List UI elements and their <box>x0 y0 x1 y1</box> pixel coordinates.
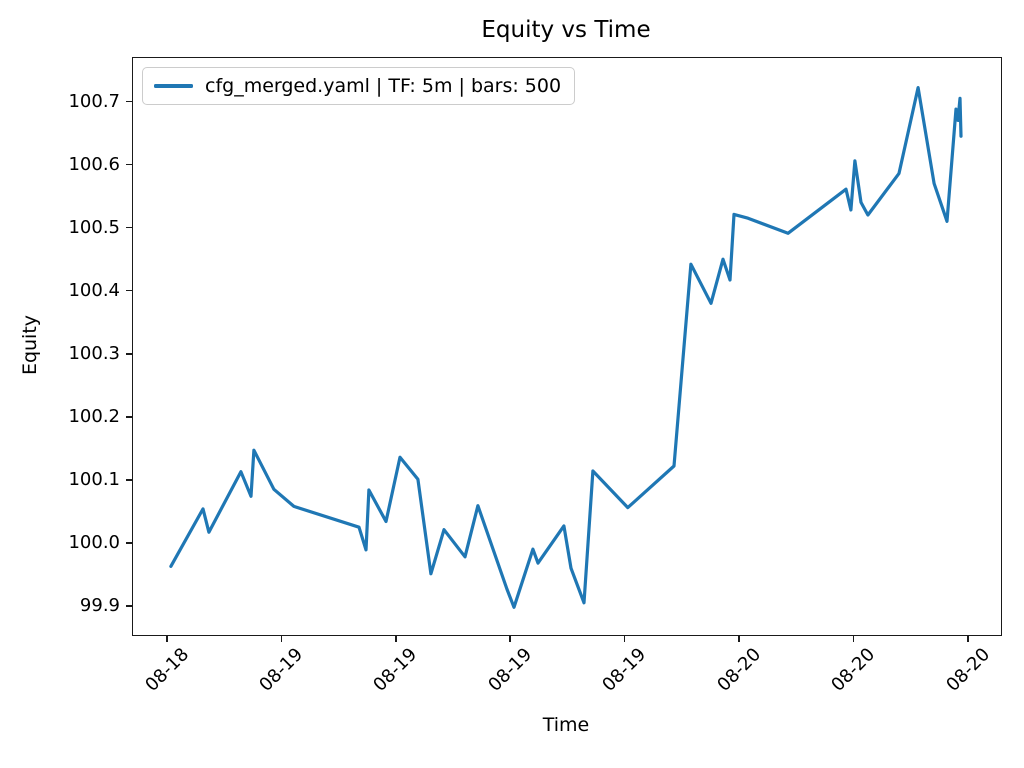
x-tick-mark <box>394 635 397 642</box>
y-tick-label: 100.6 <box>68 153 120 175</box>
y-tick-mark <box>126 605 133 607</box>
y-tick-mark <box>126 416 133 418</box>
x-tick-label: 08-20 <box>827 644 880 696</box>
equity-line-svg <box>169 86 963 609</box>
y-tick-mark <box>126 289 133 292</box>
y-axis-label: Equity <box>19 314 41 376</box>
y-tick-label: 100.1 <box>68 468 120 490</box>
x-tick-label: 08-19 <box>369 644 422 696</box>
y-tick-label: 100.2 <box>68 405 120 427</box>
y-tick-label: 100.3 <box>68 342 120 364</box>
x-tick-mark <box>280 635 283 642</box>
x-tick-label: 08-19 <box>484 644 537 696</box>
x-axis-label: Time <box>542 714 590 736</box>
x-tick-label: 08-19 <box>255 644 308 696</box>
y-tick-label: 100.4 <box>68 279 120 301</box>
x-tick-mark <box>623 635 626 642</box>
chart-title: Equity vs Time <box>481 17 651 43</box>
x-tick-mark <box>967 635 969 642</box>
y-tick-label: 100.5 <box>68 216 120 238</box>
y-tick-label: 100.7 <box>68 90 120 112</box>
x-tick-label: 08-20 <box>713 644 765 696</box>
y-tick-mark <box>126 100 133 103</box>
x-tick-label: 08-18 <box>140 644 193 696</box>
legend-line-swatch <box>154 84 193 88</box>
x-tick-mark <box>509 635 511 642</box>
plot-area: cfg_merged.yaml | TF: 5m | bars: 500 08-… <box>68 57 1002 696</box>
x-tick-label: 08-20 <box>941 644 994 696</box>
y-tick-label: 100.0 <box>68 531 120 553</box>
y-tick-mark <box>126 352 133 355</box>
equity-line <box>169 86 963 609</box>
legend-box: cfg_merged.yaml | TF: 5m | bars: 500 <box>142 67 576 105</box>
x-tick-mark <box>738 635 740 642</box>
y-tick-mark <box>126 226 133 229</box>
y-tick-mark <box>126 163 133 166</box>
legend-label: cfg_merged.yaml | TF: 5m | bars: 500 <box>205 75 562 97</box>
y-tick-mark <box>126 479 133 481</box>
x-tick-label: 08-19 <box>598 644 651 696</box>
y-tick-mark <box>126 542 133 544</box>
x-tick-mark <box>166 635 168 642</box>
y-tick-label: 99.9 <box>79 594 120 616</box>
x-tick-mark <box>852 635 855 642</box>
